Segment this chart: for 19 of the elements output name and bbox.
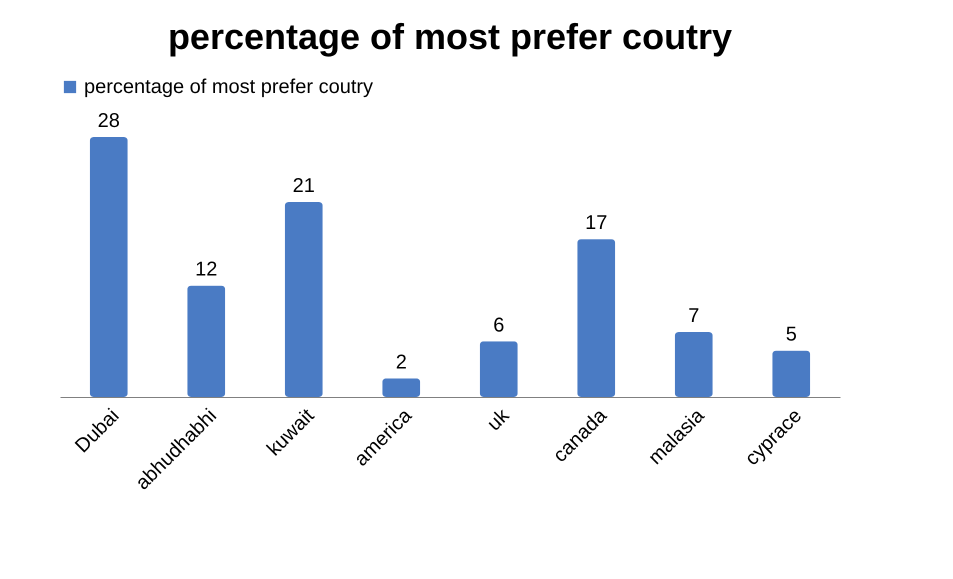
bar	[480, 341, 518, 397]
legend-label: percentage of most prefer coutry	[84, 76, 374, 98]
bar	[382, 378, 420, 397]
bar	[284, 202, 323, 397]
data-label: 21	[292, 175, 315, 197]
data-label: 12	[195, 258, 218, 281]
data-label: 5	[786, 324, 797, 346]
data-label: 28	[98, 110, 120, 132]
data-label: 2	[396, 351, 407, 374]
data-label: 6	[493, 314, 504, 336]
bar	[772, 350, 810, 397]
data-label: 7	[688, 305, 700, 327]
bar	[674, 332, 713, 397]
data-label: 17	[585, 212, 608, 234]
chart-title: percentage of most prefer coutry	[168, 16, 732, 57]
bar	[577, 239, 616, 397]
bar	[187, 286, 226, 397]
x-tick-label: uk	[483, 404, 514, 436]
bar	[90, 137, 128, 397]
